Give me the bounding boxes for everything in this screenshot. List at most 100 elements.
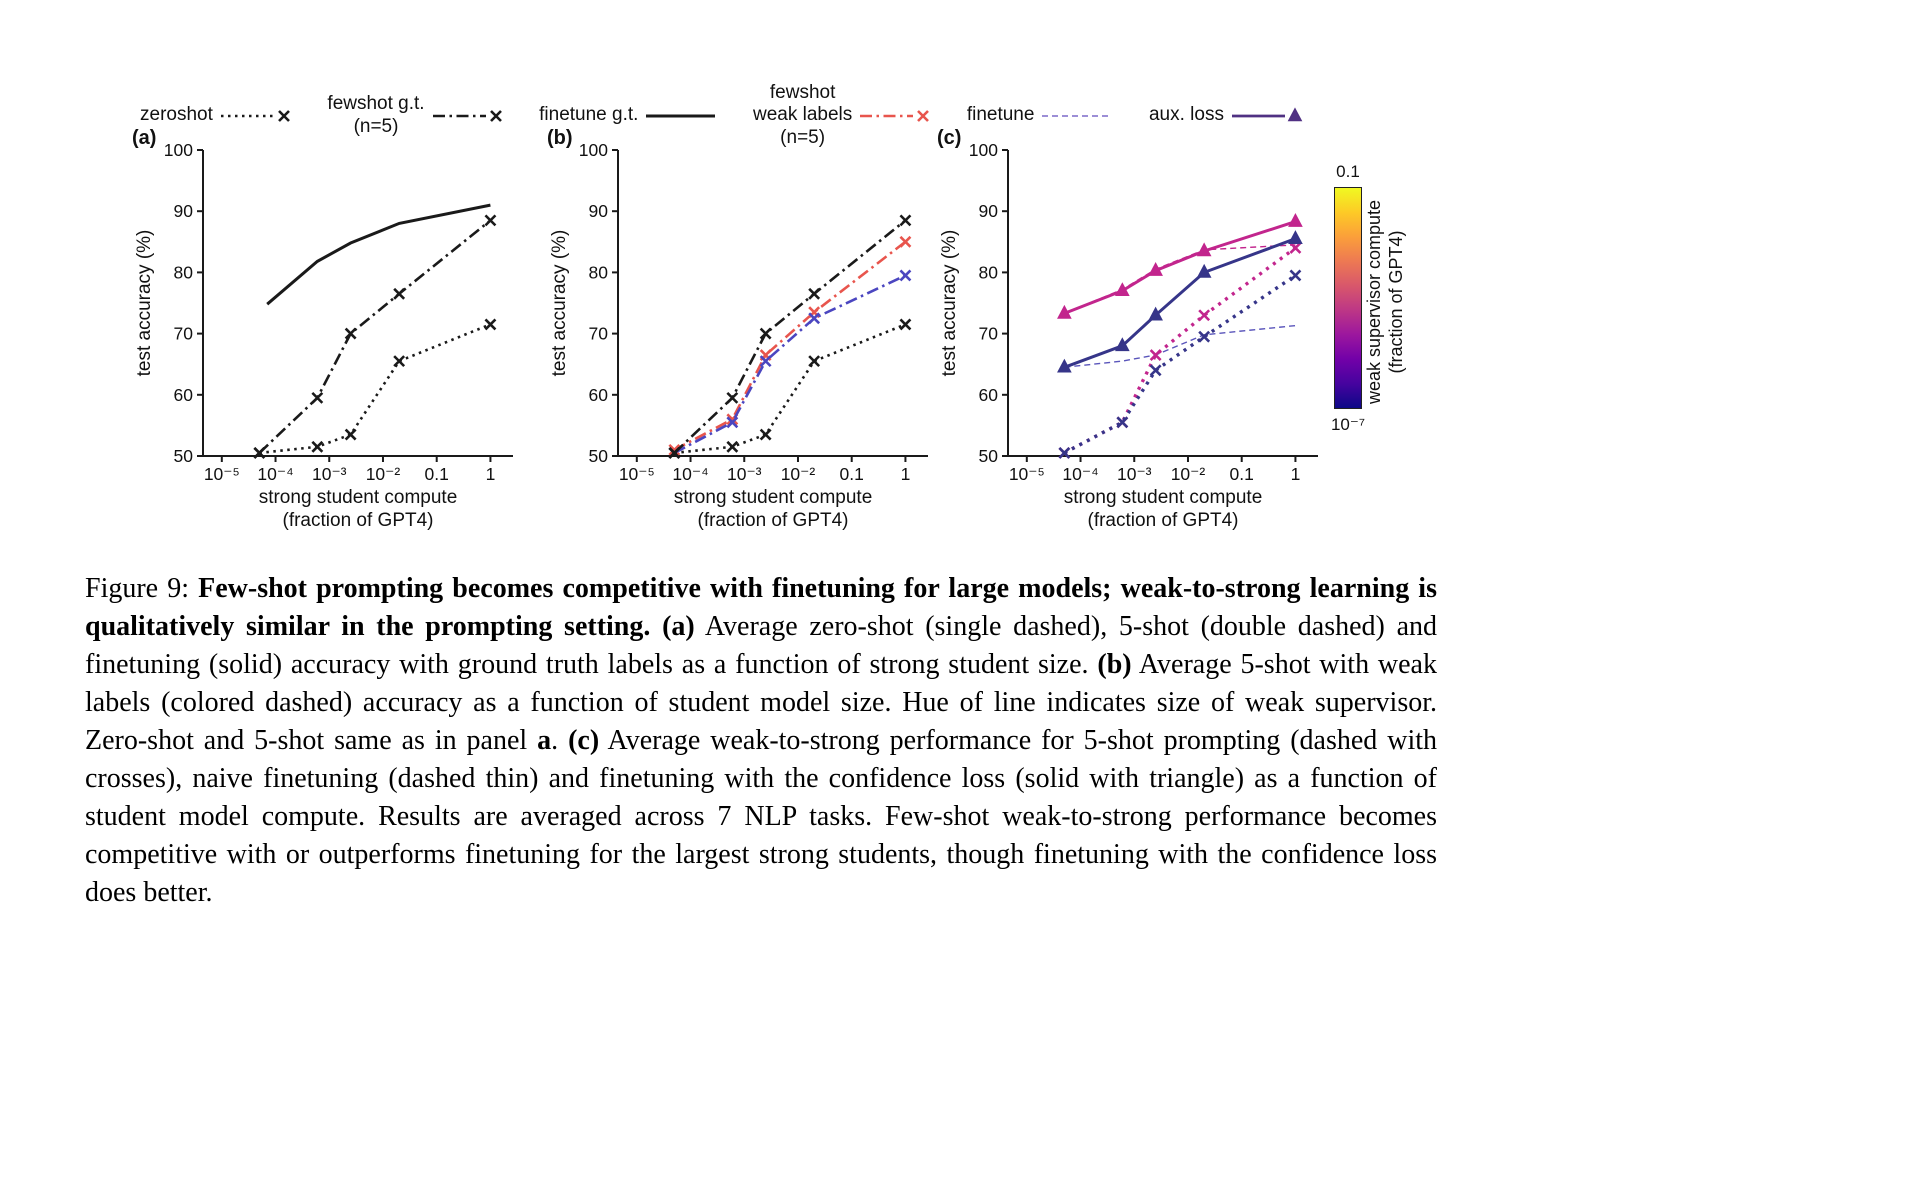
axes-spines [202, 150, 513, 457]
marker-triangle-icon [1196, 242, 1212, 257]
x-tick-label: 10⁻⁴ [672, 464, 708, 484]
series-fewshot-gt [258, 219, 492, 454]
x-tick-label: 0.1 [840, 464, 864, 484]
marker-x-icon [808, 287, 821, 300]
caption-segment: Average 5-shot with weak labels (colored… [85, 649, 1437, 756]
x-tick-label: 10⁻⁴ [257, 464, 293, 484]
marker-x-icon [484, 318, 497, 331]
marker-x-icon [759, 327, 772, 340]
series-auxloss-small-supervisor [1063, 237, 1296, 369]
legend-label: zeroshot [140, 104, 213, 126]
x-tick-label: 10⁻⁴ [1062, 464, 1098, 484]
legend-label: fewshot weak labels (n=5) [752, 82, 853, 148]
marker-x-icon [311, 391, 324, 404]
series-auxloss-large-supervisor [1063, 220, 1296, 315]
x-tick-label: 0.1 [425, 464, 449, 484]
x-tick-label: 10⁻⁵ [204, 464, 240, 484]
marker-x-icon [899, 235, 912, 248]
series-naive-finetune-small-supervisor [1064, 324, 1296, 368]
caption-segment: Figure 9: [85, 573, 199, 604]
y-tick-label: 60 [174, 385, 194, 405]
marker-x-icon [344, 327, 357, 340]
colorbar-max-label: 0.1 [1336, 162, 1360, 181]
x-tick-label: 10⁻² [366, 464, 401, 484]
panel-label: (b) [547, 127, 573, 149]
marker-x-icon [668, 447, 681, 459]
marker-x-icon [899, 318, 912, 331]
series-fewshot-w2s-small-supervisor [1063, 274, 1297, 455]
x-tick-label: 10⁻² [1171, 464, 1206, 484]
colorbar-gradient [1334, 187, 1362, 409]
series-zeroshot [259, 323, 491, 455]
marker-x-icon [393, 355, 406, 368]
marker-x-icon [1116, 416, 1129, 429]
y-axis-label: test accuracy (%) [549, 230, 570, 377]
series-finetune-gt [266, 203, 491, 306]
y-tick-label: 80 [589, 262, 609, 282]
marker-x-icon [1289, 269, 1302, 282]
marker-triangle-icon [1196, 263, 1212, 278]
legend-line-sample-icon [220, 109, 290, 122]
legend-item-2: finetune g.t. [539, 103, 719, 129]
colorbar-min-label: 10⁻⁷ [1330, 415, 1366, 434]
marker-x-icon [759, 428, 772, 441]
caption-bold-segment: (b) [1097, 649, 1132, 680]
chart-panel-c: 50 60 70 80 90 100 10⁻⁵ 10⁻⁴ 10⁻³ 10⁻² 0.1 1 strong … [937, 127, 1318, 531]
marker-x-icon [489, 109, 502, 122]
legend-item-4: finetune [967, 103, 1116, 129]
y-tick-label: 70 [979, 324, 999, 344]
y-tick-label: 100 [969, 140, 998, 160]
legend-label: fewshot g.t. (n=5) [327, 93, 425, 137]
marker-x-icon [1058, 447, 1071, 459]
caption-bold-segment: (a) [662, 611, 695, 642]
marker-x-icon [277, 109, 290, 122]
marker-triangle-icon [1287, 107, 1303, 121]
marker-x-icon [668, 443, 681, 456]
y-tick-label: 50 [979, 446, 999, 466]
marker-x-icon [917, 109, 930, 122]
caption-bold-segment: a [537, 725, 552, 756]
marker-x-icon [899, 214, 912, 227]
y-tick-label: 90 [174, 201, 194, 221]
legend-item-0: zeroshot [140, 103, 294, 129]
x-tick-label: 1 [1291, 464, 1301, 484]
chart-panel-a: 50 60 70 80 90 100 10⁻⁵ 10⁻⁴ 10⁻³ 10⁻² 0.1 1 strong … [132, 127, 513, 531]
chart-panel-b: 50 60 70 80 90 100 10⁻⁵ 10⁻⁴ 10⁻³ 10⁻² 0.1 1 strong … [547, 127, 928, 531]
marker-x-icon [393, 287, 406, 300]
legend-line-sample-icon [432, 109, 502, 122]
series-zeroshot [674, 323, 906, 455]
x-tick-label: 10⁻³ [312, 464, 347, 484]
marker-x-icon [726, 391, 739, 404]
x-axis-label: strong student compute [674, 487, 873, 508]
y-axis-label: test accuracy (%) [134, 230, 155, 377]
marker-triangle-icon [1115, 337, 1130, 352]
marker-triangle-icon [1115, 282, 1130, 297]
marker-x-icon [808, 312, 821, 325]
x-axis-label: strong student compute [1064, 487, 1263, 508]
marker-x-icon [1149, 349, 1162, 361]
legend-item-1: fewshot g.t. (n=5) [327, 93, 505, 138]
caption-segment: Average weak-to-strong performance for 5… [85, 725, 1438, 908]
y-tick-label: 50 [174, 446, 194, 466]
marker-x-icon [899, 269, 912, 282]
axes-spines [1007, 150, 1318, 457]
x-tick-label: 10⁻⁵ [1009, 464, 1045, 484]
marker-triangle-icon [1057, 304, 1072, 319]
axes-spines [617, 150, 928, 457]
legend-label: aux. loss [1148, 104, 1224, 126]
marker-triangle-icon [1288, 230, 1303, 245]
caption-segment: . [551, 725, 569, 756]
series-fewshot-weak-labels-small-supervisor [673, 274, 906, 455]
y-axis-label: test accuracy (%) [939, 230, 960, 377]
caption-bold-segment: (c) [568, 725, 600, 756]
x-axis-label-units: (fraction of GPT4) [698, 510, 849, 531]
caption-segment [650, 611, 662, 642]
marker-x-icon [808, 355, 821, 368]
y-tick-label: 90 [589, 201, 609, 221]
x-tick-label: 10⁻³ [1117, 464, 1152, 484]
legend-label: finetune g.t. [539, 104, 639, 126]
y-tick-label: 80 [174, 262, 194, 282]
marker-triangle-icon [1148, 261, 1163, 276]
marker-x-icon [726, 416, 739, 429]
